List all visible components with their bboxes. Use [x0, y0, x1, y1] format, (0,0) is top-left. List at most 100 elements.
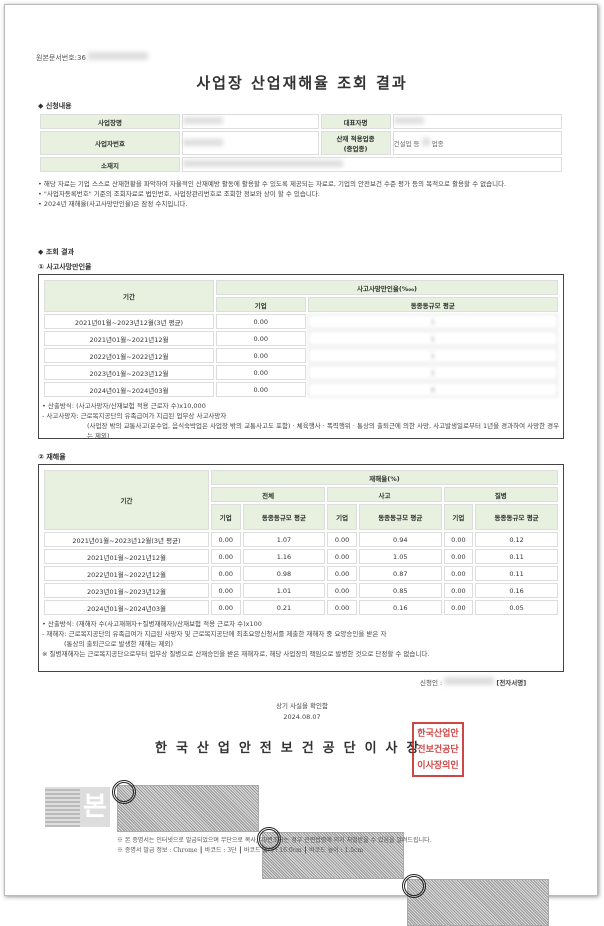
table-cell: 0.87 — [358, 566, 442, 581]
table-cell: 0.00 — [216, 314, 306, 329]
table-cell: 0 — [307, 382, 558, 397]
table-row: 2021년01월~2021년12월 0.00 1 — [44, 331, 558, 346]
applicant: 신청인 : [전자서명] — [420, 677, 527, 687]
label: 소재지 — [40, 157, 180, 172]
injury-table: 기간 재해율(%) 전체 사고 질병 기업 동종동규모 평균 기업 동종동규모 평균 기업 동종… — [42, 468, 560, 617]
table-cell: 1.01 — [242, 583, 326, 598]
table-cell: 0.12 — [475, 532, 558, 547]
fatality-table: 기간 사고사망만인율(‱) 기업 동종동규모 평균 2021년01월~2023년12… — [42, 278, 560, 399]
table-cell: 2022년01월~2022년12월 — [44, 348, 214, 363]
table-cell: 0.00 — [211, 532, 241, 547]
original-mark: 본 — [80, 787, 110, 827]
application-heading: ◆ 신청내용 — [38, 102, 72, 110]
table-cell: 0.00 — [443, 600, 474, 615]
table-cell: 1.05 — [358, 549, 442, 564]
doc-number: 원본문서번호:36 — [36, 52, 149, 63]
table-cell: 1 — [307, 331, 558, 346]
table-cell: 0.98 — [242, 566, 326, 581]
table-cell: 1.07 — [242, 532, 326, 547]
col-avg: 동종동규모 평균 — [307, 297, 558, 312]
industry-suffix: 업종 — [431, 140, 444, 148]
table-cell: 0.00 — [327, 532, 357, 547]
table-cell: 2021년01월~2023년12월(3년 평균) — [44, 314, 214, 329]
issue-date: 2024.08.07 — [283, 713, 321, 721]
label: 사업장명 — [40, 114, 180, 129]
col-group: 사고사망만인율(‱) — [216, 280, 558, 295]
table-cell: 0.00 — [216, 348, 306, 363]
group-accident: 사고 — [327, 487, 442, 502]
e-signature: [전자서명] — [496, 679, 527, 687]
issuer-name: 한국산업안전보건공단이사장 — [155, 741, 428, 756]
table-cell: 0.00 — [443, 532, 474, 547]
results-heading: ◆ 조회 결과 — [38, 248, 75, 256]
table-cell: 0.11 — [475, 566, 558, 581]
table-cell: 0.21 — [242, 600, 326, 615]
table-cell: 0.00 — [211, 566, 241, 581]
table-cell: 0.85 — [358, 583, 442, 598]
note: • 산출방식: (사고사망자/산재보험 적용 근로자 수)x10,000 — [42, 402, 206, 410]
col-period: 기간 — [44, 470, 209, 530]
table-row: 2022년01월~2022년12월 0.00 0.98 0.00 0.87 0.00 0.1… — [44, 566, 558, 581]
confirm-text: 상기 사실을 확인함 — [276, 702, 328, 710]
barcode — [112, 780, 259, 832]
table-cell: 0.00 — [443, 583, 474, 598]
injury-section: 기간 재해율(%) 전체 사고 질병 기업 동종동규모 평균 기업 동종동규모 평균 기업 동종… — [38, 464, 564, 672]
application-table: 사업장명 대표자명 사업자번호 산재 적용업종 (중업종) 건설업 등 업종 소재지 — [38, 112, 564, 174]
table-cell: 2023년01월~2023년12월 — [44, 365, 214, 380]
col-group: 재해율(%) — [211, 470, 558, 485]
col-avg: 동종동규모 평균 — [475, 504, 558, 530]
table-cell: 2023년01월~2023년12월 — [44, 583, 209, 598]
label: 대표자명 — [320, 114, 391, 129]
table-cell: 0.00 — [443, 566, 474, 581]
table-cell: 0.00 — [327, 583, 357, 598]
table-cell: 1 — [307, 314, 558, 329]
table-cell: 0.00 — [443, 549, 474, 564]
barcode — [402, 874, 549, 926]
table-row: 2024년01월~2024년03월 0.00 0.21 0.00 0.16 0.00 0.0… — [44, 600, 558, 615]
note: (사업장 밖의 교통사고(운수업, 음식숙박업은 사업장 밖의 교통사고도 포함… — [87, 422, 560, 440]
table-cell: 0.00 — [211, 583, 241, 598]
col-company: 기업 — [216, 297, 306, 312]
table-row: 2023년01월~2023년12월 0.00 1.01 0.00 0.85 0.00 0.1… — [44, 583, 558, 598]
table-cell: 0.16 — [358, 600, 442, 615]
table-cell: 0.11 — [475, 549, 558, 564]
barcode — [257, 827, 404, 879]
col-company: 기업 — [443, 504, 474, 530]
table-row: 2023년01월~2023년12월 0.00 1 — [44, 365, 558, 380]
table-row: 2021년01월~2023년12월(3년 평균) 0.00 1 — [44, 314, 558, 329]
col-avg: 동종동규모 평균 — [242, 504, 326, 530]
note: • 산출방식: (재해자 수(사고재해자+질병재해자)/산재보험 적용 근로자 … — [42, 620, 262, 628]
table-cell: 0.00 — [327, 549, 357, 564]
table-cell: 0.05 — [475, 600, 558, 615]
footer-note: ※ 증명서 발급 정보 : Chrome ┃ 바코드 : 3단 ┃ 바코드 넓이… — [117, 847, 364, 854]
col-period: 기간 — [44, 280, 214, 312]
fatality-heading: ① 사고사망만인율 — [38, 263, 92, 271]
table-row: 2021년01월~2023년12월(3년 평균) 0.00 1.07 0.00 0.94… — [44, 532, 558, 547]
notices: • 해당 자료는 기업 스스로 산재현황을 파악하여 자율적인 산재예방 활동에… — [38, 179, 564, 209]
note: - 사고사망자: 근로복지공단의 유족급여가 지급된 업무상 사고사망자 — [42, 412, 227, 420]
group-disease: 질병 — [443, 487, 558, 502]
notice: • 해당 자료는 기업 스스로 산재현황을 파악하여 자율적인 산재예방 활동에… — [38, 180, 507, 188]
table-cell: 2021년01월~2021년12월 — [44, 331, 214, 346]
table-row: 2021년01월~2021년12월 0.00 1.16 0.00 1.05 0.00 0.1… — [44, 549, 558, 564]
table-cell: 0.00 — [216, 331, 306, 346]
industry-value: 건설업 등 — [393, 140, 420, 148]
table-cell: 0.94 — [358, 532, 442, 547]
fatality-section: 기간 사고사망만인율(‱) 기업 동종동규모 평균 2021년01월~2023년12… — [38, 274, 564, 440]
table-cell: 0.00 — [327, 566, 357, 581]
table-cell: 0.00 — [211, 549, 241, 564]
footer-note: ※ 본 증명서는 인터넷으로 발급되었으며 무단으로 복사, 위/변조하는 경우… — [117, 837, 432, 844]
note: - 재해자: 근로복지공단의 유족급여가 지급된 사망자 및 근로복지공단에 최… — [42, 630, 387, 638]
footer: ※ 본 증명서는 인터넷으로 발급되었으며 무단으로 복사, 위/변조하는 경우… — [117, 836, 432, 856]
label: 사업자번호 — [40, 131, 180, 155]
table-row: 2022년01월~2022년12월 0.00 1 — [44, 348, 558, 363]
group-total: 전체 — [211, 487, 326, 502]
notice: • 2024년 재해율(사고사망만인율)은 잠정 수치입니다. — [38, 200, 188, 208]
table-cell: 2022년01월~2022년12월 — [44, 566, 209, 581]
col-company: 기업 — [211, 504, 241, 530]
table-cell: 0.00 — [211, 600, 241, 615]
table-cell: 2021년01월~2021년12월 — [44, 549, 209, 564]
table-cell: 1.16 — [242, 549, 326, 564]
qr-code — [45, 787, 80, 827]
page-title: 사업장 산업재해율 조회 결과 — [196, 74, 408, 92]
